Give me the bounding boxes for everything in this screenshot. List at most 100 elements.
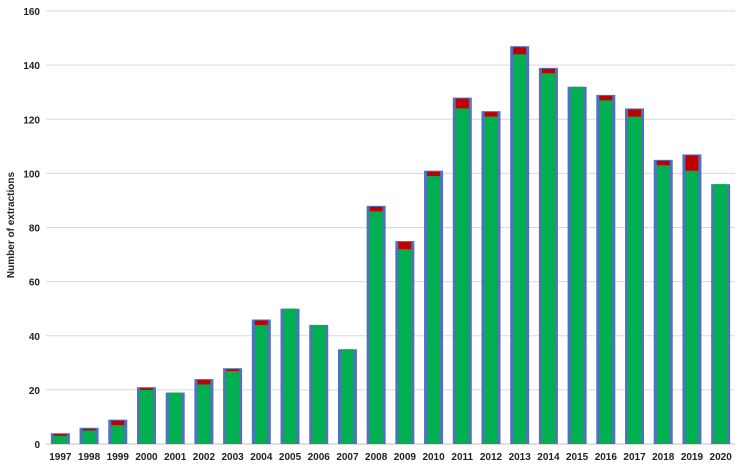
bar-segment-red [82, 428, 96, 431]
bar-segment-green [714, 184, 728, 444]
bar-segment-red [111, 420, 125, 426]
bar-2001 [165, 392, 185, 444]
x-tick-label: 2011 [451, 452, 473, 463]
bar-2015 [567, 86, 587, 445]
x-tick-label: 2020 [710, 452, 733, 463]
bar-segment-green [369, 211, 383, 444]
bar-segment-green [168, 392, 182, 444]
y-tick-label: 20 [29, 386, 41, 397]
x-tick-label: 2000 [135, 452, 158, 463]
bar-segment-green [53, 435, 67, 444]
bar-segment-red [685, 155, 699, 171]
x-tick-label: 2013 [509, 452, 532, 463]
x-tick-label: 2002 [193, 452, 216, 463]
bar-segment-red [656, 160, 670, 166]
bar-segment-red [53, 434, 67, 436]
y-tick-label: 120 [23, 115, 40, 126]
bar-segment-red [599, 95, 613, 101]
bar-1997 [50, 433, 70, 444]
bar-2011 [452, 97, 472, 445]
x-tick-label: 2001 [164, 452, 187, 463]
bar-segment-red [197, 380, 211, 385]
y-tick-label: 40 [29, 332, 41, 343]
bar-segment-green [513, 54, 527, 445]
y-axis-title: Number of extractions [6, 171, 17, 278]
y-tick-label: 100 [23, 169, 40, 180]
bar-1998 [79, 427, 99, 444]
bar-segment-red [226, 369, 240, 371]
bar-segment-red [369, 206, 383, 212]
bar-segment-green [82, 430, 96, 444]
bar-segment-green [541, 73, 555, 445]
bar-2006 [309, 324, 329, 444]
bar-2009 [395, 241, 415, 444]
bar-2012 [481, 111, 501, 444]
x-tick-label: 2005 [279, 452, 302, 463]
bars [50, 46, 731, 445]
x-tick-label: 2014 [537, 452, 560, 463]
bar-segment-green [398, 249, 412, 444]
x-tick-label: 2004 [250, 452, 273, 463]
bar-segment-green [427, 176, 441, 445]
bar-2005 [280, 308, 300, 444]
bar-2004 [251, 319, 271, 444]
bar-segment-green [340, 349, 354, 444]
bar-segment-green [570, 86, 584, 445]
bar-2000 [136, 387, 156, 444]
x-tick-label: 1999 [107, 452, 130, 463]
bar-2019 [682, 154, 702, 444]
y-tick-label: 60 [29, 278, 41, 289]
bar-segment-green [484, 116, 498, 444]
bar-2020 [711, 184, 731, 444]
bar-segment-green [197, 384, 211, 444]
y-tick-label: 80 [29, 224, 41, 235]
x-tick-label: 2009 [394, 452, 417, 463]
bar-segment-red [139, 388, 153, 390]
x-tick-label: 2007 [336, 452, 359, 463]
x-tick-label: 2006 [308, 452, 331, 463]
bar-segment-green [685, 170, 699, 444]
x-tick-label: 2019 [681, 452, 704, 463]
x-tick-label: 2010 [422, 452, 445, 463]
bar-2018 [653, 159, 673, 444]
bar-2002 [194, 379, 214, 444]
bar-segment-red [455, 98, 469, 109]
bar-segment-red [541, 68, 555, 74]
bar-segment-green [283, 308, 297, 444]
bar-segment-red [427, 171, 441, 177]
y-tick-label: 0 [34, 440, 40, 451]
x-tick-label: 1997 [49, 452, 72, 463]
bar-segment-green [455, 108, 469, 445]
x-tick-label: 2016 [595, 452, 618, 463]
bar-segment-green [226, 370, 240, 444]
gridlines [46, 10, 735, 445]
bar-segment-red [628, 109, 642, 117]
bar-segment-green [599, 100, 613, 445]
bar-segment-green [628, 116, 642, 444]
bar-2017 [625, 108, 645, 445]
bar-2010 [424, 170, 444, 445]
x-tick-label: 2008 [365, 452, 388, 463]
x-tick-label: 2015 [566, 452, 589, 463]
bar-segment-green [312, 324, 326, 444]
y-tick-labels: 0 20 40 60 80 100 120 140 160 [23, 7, 40, 451]
x-tick-label: 2017 [623, 452, 646, 463]
bar-2007 [337, 349, 357, 444]
bar-2008 [366, 205, 386, 444]
bar-1999 [108, 419, 128, 444]
bar-segment-red [398, 242, 412, 250]
bar-2014 [538, 67, 558, 445]
x-tick-labels: 1997 1998 1999 2000 2001 2002 2003 2004 2005 2006… [49, 452, 732, 463]
bar-2003 [223, 368, 243, 444]
x-tick-label: 2003 [221, 452, 244, 463]
bar-segment-green [656, 165, 670, 444]
bar-2016 [596, 94, 616, 445]
x-tick-label: 2018 [652, 452, 675, 463]
x-tick-label: 1998 [78, 452, 101, 463]
x-tick-label: 2012 [480, 452, 503, 463]
y-tick-label: 160 [23, 7, 40, 18]
y-tick-label: 140 [23, 61, 40, 72]
bar-2013 [510, 46, 530, 445]
bar-segment-green [139, 389, 153, 444]
